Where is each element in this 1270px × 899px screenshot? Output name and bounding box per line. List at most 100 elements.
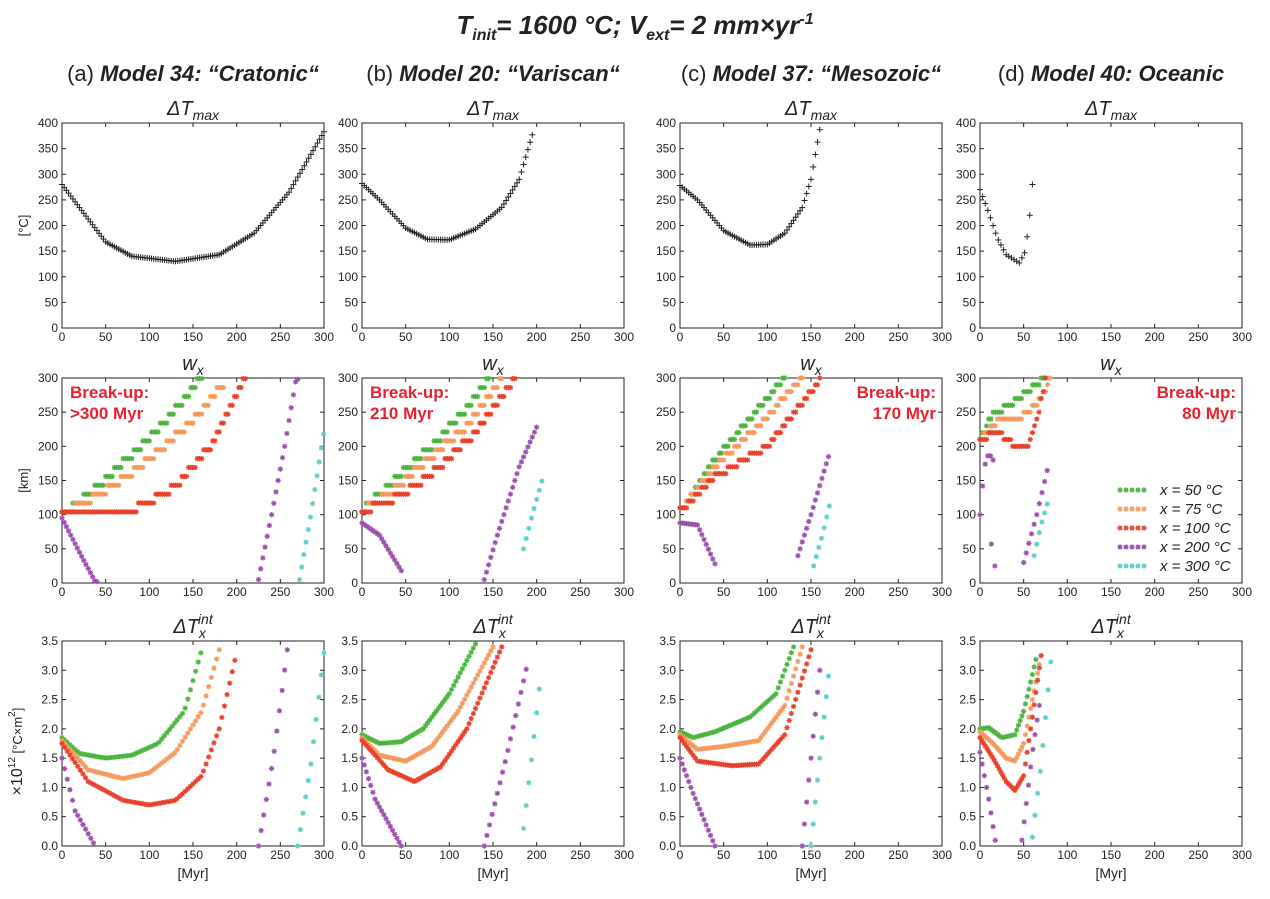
data-point <box>488 670 493 675</box>
data-point <box>198 710 203 715</box>
legend-item-3: x = 200 °C <box>1117 539 1230 556</box>
data-point <box>199 376 204 381</box>
data-point <box>791 644 796 649</box>
x-tick-label: 250 <box>1188 585 1208 599</box>
data-point <box>804 190 810 196</box>
data-point <box>1039 396 1044 401</box>
data-point <box>232 658 237 663</box>
data-point <box>1026 687 1031 692</box>
data-point <box>789 681 794 686</box>
data-point <box>184 474 189 479</box>
data-point <box>214 656 219 661</box>
data-point <box>451 438 456 443</box>
data-point <box>295 843 300 848</box>
data-point <box>295 377 300 382</box>
data-point <box>222 703 227 708</box>
data-point <box>501 512 506 517</box>
data-point <box>193 465 198 470</box>
data-point <box>754 410 759 415</box>
data-point <box>370 790 375 795</box>
legend-item-1: x = 75 °C <box>1117 501 1222 518</box>
data-point <box>1036 410 1041 415</box>
data-point <box>819 735 824 740</box>
data-point <box>1021 709 1026 714</box>
data-point <box>264 797 269 802</box>
data-point <box>70 798 75 803</box>
y-tick-label: 50 <box>345 295 359 309</box>
x-tick-label: 150 <box>1101 848 1121 862</box>
data-point <box>745 457 750 462</box>
data-point <box>209 747 214 752</box>
data-point <box>469 403 474 408</box>
data-point <box>984 437 989 442</box>
column-header-3: (d) Model 40: Oceanic <box>998 61 1224 86</box>
data-point <box>1039 519 1044 524</box>
data-point <box>273 489 278 494</box>
data-point <box>67 752 72 757</box>
data-point <box>486 376 491 381</box>
data-point <box>524 667 529 672</box>
data-point <box>817 668 822 673</box>
x-tick-label: 200 <box>227 848 247 862</box>
data-point <box>521 826 526 831</box>
breakup-label-1: Break-up: <box>370 383 449 402</box>
data-point <box>458 447 463 452</box>
data-point <box>521 454 526 459</box>
y-tick-label: 1.0 <box>659 780 676 794</box>
data-point <box>793 666 798 671</box>
y-tick-label: 50 <box>345 542 359 556</box>
data-point <box>265 534 270 539</box>
x-tick-label: 150 <box>183 330 203 344</box>
data-point <box>817 483 822 488</box>
data-point <box>532 430 537 435</box>
data-point <box>86 831 91 836</box>
data-point <box>473 641 478 646</box>
data-point <box>804 526 809 531</box>
data-point <box>1034 403 1039 408</box>
y-tick-label: 0 <box>969 321 976 335</box>
data-point <box>490 547 495 552</box>
data-point <box>680 761 685 766</box>
data-point <box>67 787 72 792</box>
x-tick-label: 0 <box>59 848 66 862</box>
data-point <box>214 733 219 738</box>
y-tick-label: 0 <box>351 576 358 590</box>
data-point <box>261 812 266 817</box>
data-point <box>802 533 807 538</box>
x-tick-label: 300 <box>1232 848 1252 862</box>
y-tick-label: 200 <box>656 219 676 233</box>
data-point <box>784 725 789 730</box>
data-point <box>319 672 324 677</box>
data-point <box>999 430 1004 435</box>
data-point <box>279 688 284 693</box>
data-point <box>787 688 792 693</box>
data-points <box>359 641 541 848</box>
data-point <box>462 429 467 434</box>
data-point <box>258 566 263 571</box>
y-tick-label: 200 <box>656 439 676 453</box>
data-point <box>789 389 794 394</box>
series <box>359 641 478 746</box>
data-point <box>513 713 518 718</box>
data-point <box>782 375 787 380</box>
data-point <box>286 418 291 423</box>
axes-frame <box>62 123 324 328</box>
data-point <box>795 553 800 558</box>
data-point <box>512 376 517 381</box>
y-tick-label: 1.5 <box>341 751 358 765</box>
data-point <box>708 552 713 557</box>
series <box>1021 468 1050 565</box>
x-tick-label: 200 <box>845 585 865 599</box>
breakup-label-2: 80 Myr <box>1182 404 1236 423</box>
data-point <box>171 412 176 417</box>
series <box>677 375 804 510</box>
x-tick-label: 200 <box>1145 330 1165 344</box>
x-tick-label: 200 <box>527 330 547 344</box>
data-point <box>822 525 827 530</box>
data-point <box>512 478 517 483</box>
y-tick-label: 1.0 <box>341 780 358 794</box>
data-point <box>980 761 985 766</box>
data-point <box>697 807 702 812</box>
x-tick-label: 100 <box>139 585 159 599</box>
